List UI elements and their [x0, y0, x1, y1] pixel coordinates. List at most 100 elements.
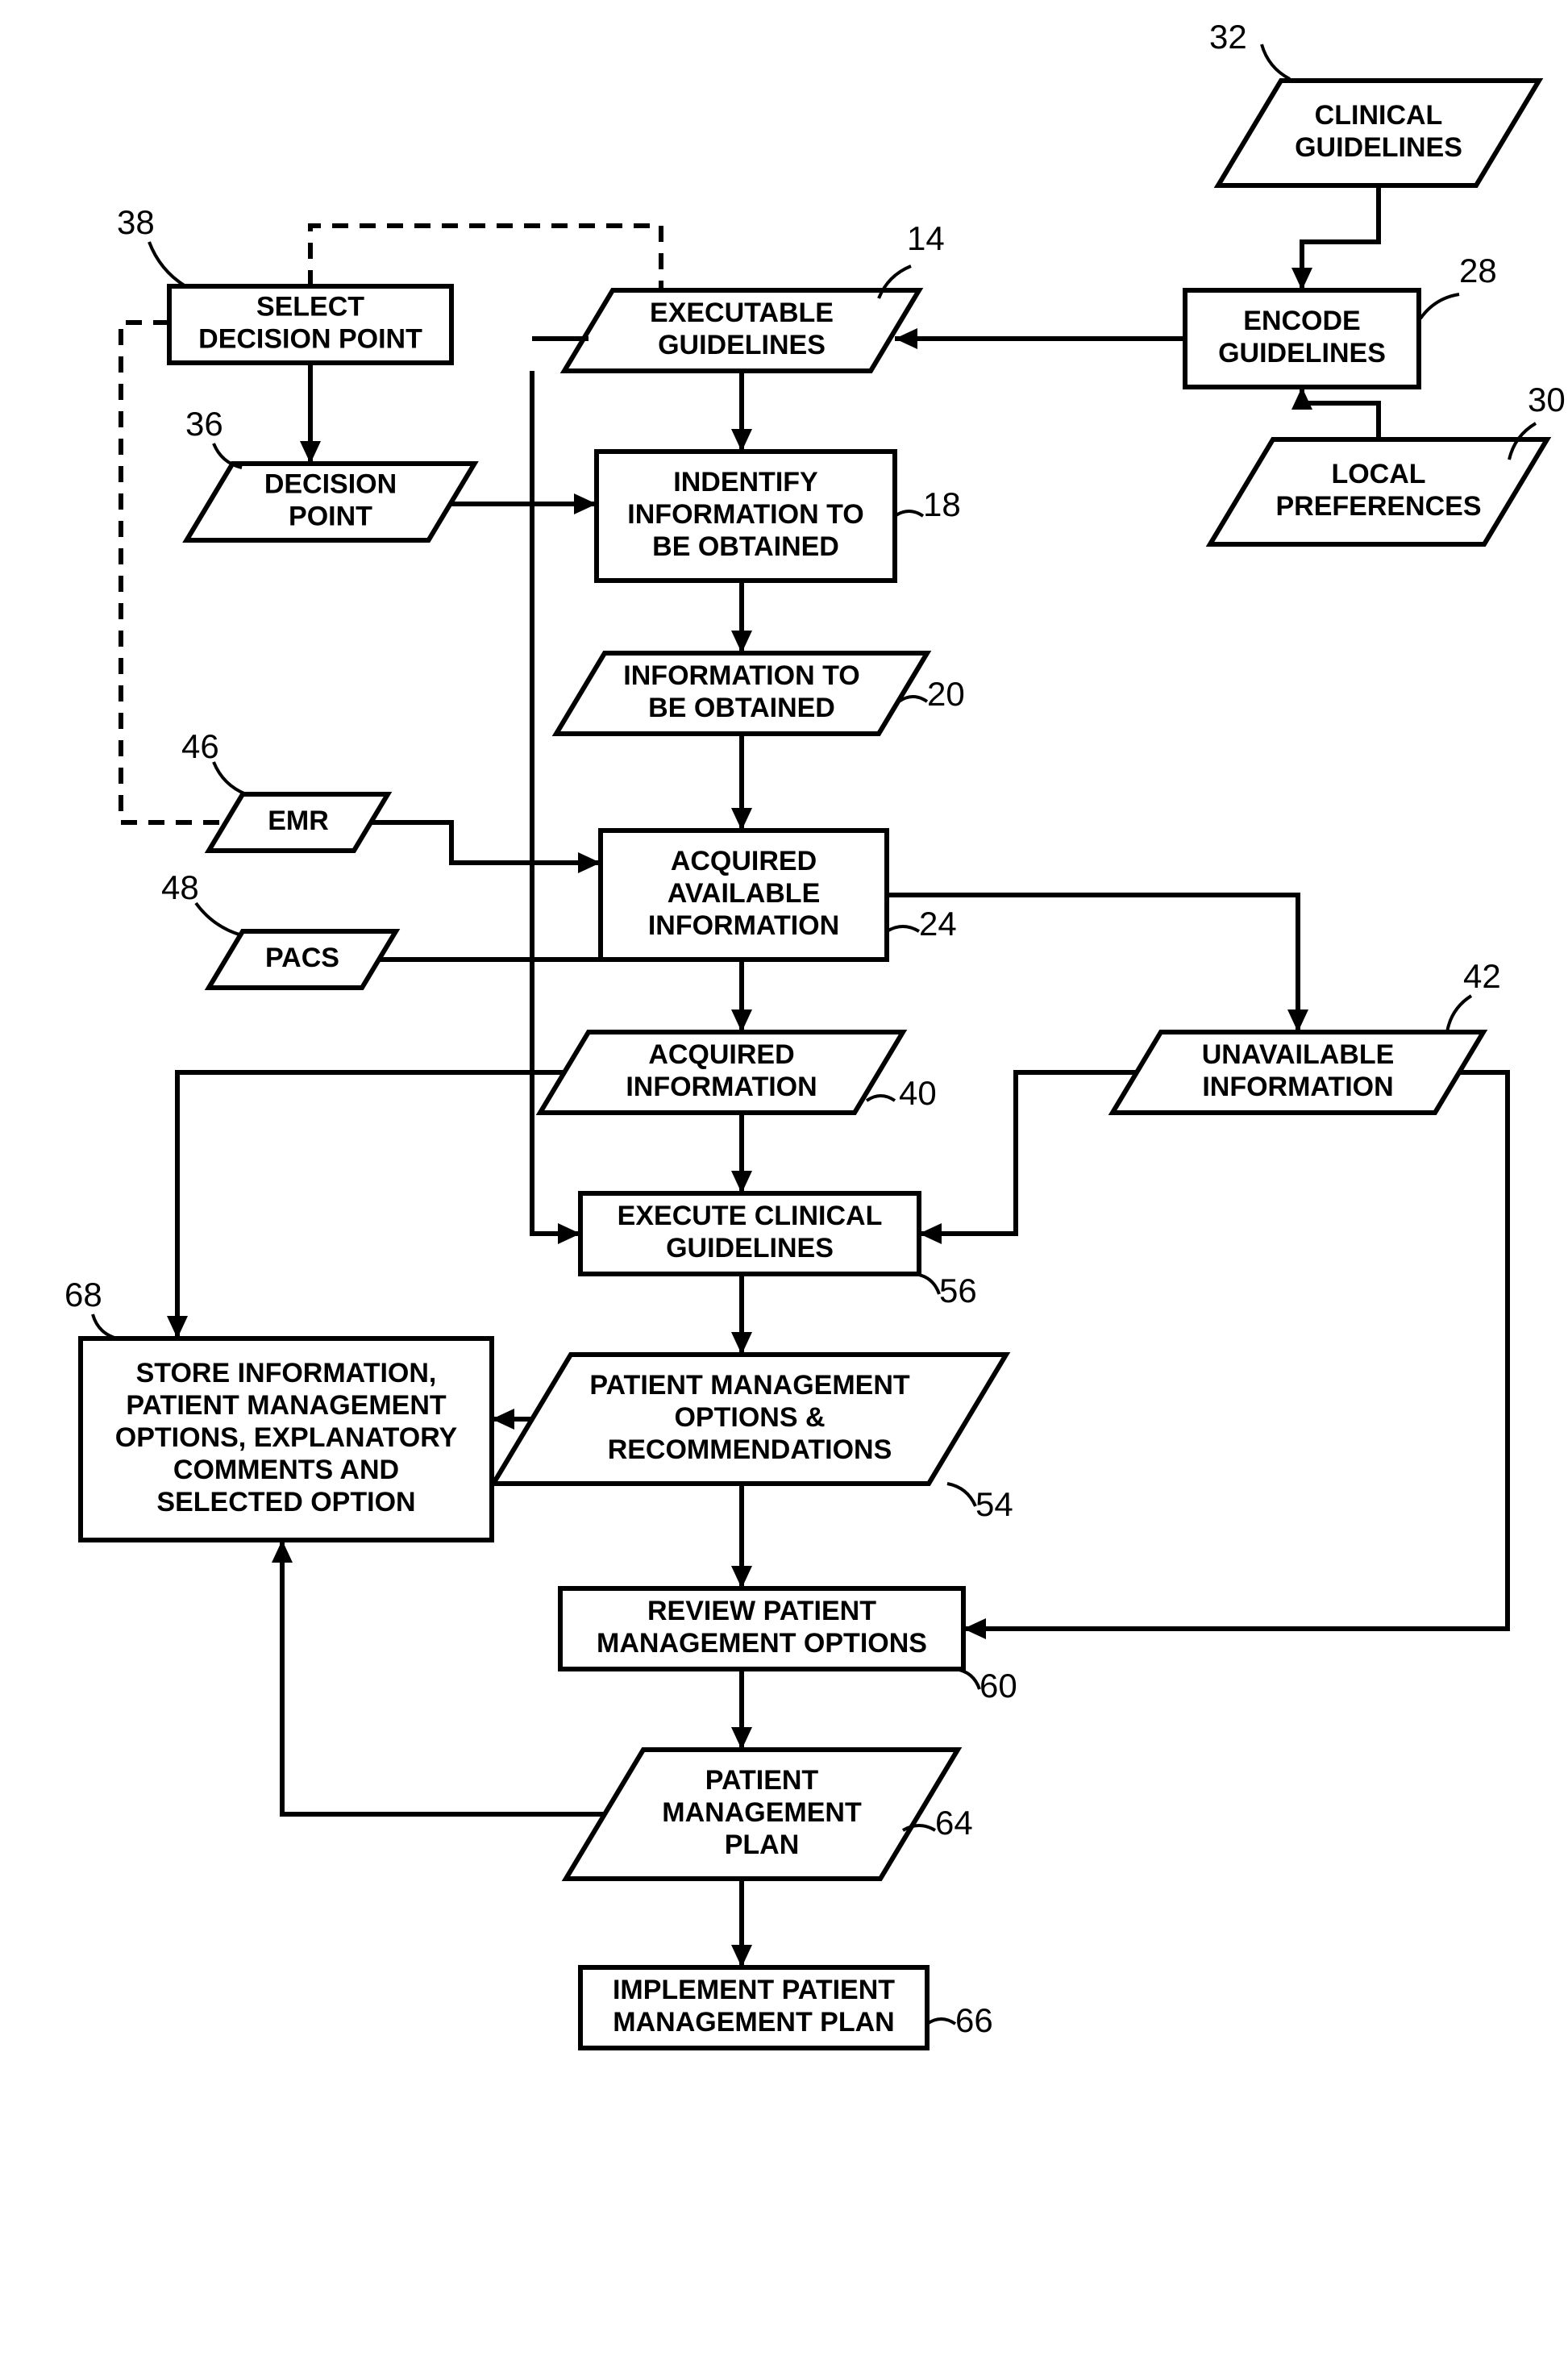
node-label: ACQUIRED	[671, 846, 817, 876]
arrowhead	[1287, 1009, 1308, 1032]
node-label: INFORMATION	[1202, 1072, 1393, 1102]
callout-number: 20	[927, 675, 965, 713]
node-n46: EMR	[209, 794, 388, 851]
arrowhead	[272, 1540, 293, 1563]
edge	[963, 1072, 1508, 1629]
node-n42: UNAVAILABLEINFORMATION	[1113, 1032, 1483, 1113]
node-label: MANAGEMENT	[662, 1797, 862, 1828]
callout-leader	[214, 762, 246, 794]
node-label: PATIENT MANAGEMENT	[126, 1390, 447, 1421]
arrowhead	[300, 441, 321, 464]
arrowhead	[731, 429, 752, 452]
node-label: COMMENTS AND	[173, 1455, 399, 1485]
callout-number: 64	[935, 1804, 973, 1842]
node-n64: PATIENTMANAGEMENTPLAN	[566, 1750, 958, 1879]
node-label: DECISION POINT	[198, 323, 422, 354]
arrowhead	[731, 1727, 752, 1750]
callout-number: 68	[64, 1276, 102, 1313]
node-label: GUIDELINES	[1218, 338, 1386, 368]
callout-leader	[1262, 44, 1290, 79]
node-label: EXECUTABLE	[650, 298, 834, 328]
node-label: PREFERENCES	[1275, 491, 1481, 522]
arrowhead	[895, 328, 917, 349]
callout-number: 66	[955, 2001, 993, 2039]
callout-leader	[895, 511, 923, 516]
callout-number: 54	[975, 1485, 1013, 1523]
callout-number: 48	[161, 868, 199, 906]
node-label: PATIENT MANAGEMENT	[589, 1370, 910, 1401]
node-n60: REVIEW PATIENTMANAGEMENT OPTIONS	[560, 1588, 963, 1669]
callout-number: 46	[181, 727, 219, 765]
callout-leader	[149, 242, 185, 286]
arrowhead	[731, 1945, 752, 1967]
callout-leader	[1447, 996, 1471, 1032]
callout-leader	[93, 1314, 117, 1338]
callout-number: 42	[1463, 957, 1501, 995]
node-n18: INDENTIFYINFORMATION TOBE OBTAINED	[597, 452, 895, 581]
arrowhead	[731, 808, 752, 830]
node-label: ACQUIRED	[648, 1039, 794, 1070]
arrowhead	[963, 1618, 986, 1639]
edge	[1302, 387, 1379, 439]
callout-number: 18	[923, 485, 961, 523]
node-label: BE OBTAINED	[648, 693, 835, 723]
callout-number: 56	[939, 1272, 977, 1309]
node-label: MANAGEMENT PLAN	[613, 2007, 894, 2038]
node-n24: ACQUIREDAVAILABLEINFORMATION	[601, 830, 887, 960]
node-n20: INFORMATION TOBE OBTAINED	[556, 653, 927, 734]
node-label: POINT	[289, 501, 372, 531]
callout-leader	[196, 903, 242, 935]
node-n38: SELECTDECISION POINT	[169, 286, 451, 363]
arrowhead	[919, 1223, 942, 1244]
callout-number: 32	[1209, 18, 1247, 56]
node-label: MANAGEMENT OPTIONS	[597, 1628, 927, 1659]
arrowhead	[731, 1332, 752, 1355]
callout-leader	[867, 1096, 895, 1101]
node-n56: EXECUTE CLINICALGUIDELINES	[580, 1193, 919, 1274]
node-label: BE OBTAINED	[652, 531, 839, 562]
callout-leader	[899, 697, 927, 701]
arrowhead	[578, 852, 601, 873]
callout-leader	[903, 1825, 935, 1830]
node-n32: CLINICALGUIDELINES	[1218, 81, 1539, 185]
callout-number: 36	[185, 405, 223, 443]
callout-leader	[887, 926, 919, 931]
node-label: OPTIONS, EXPLANATORY	[115, 1422, 458, 1453]
callout-number: 30	[1528, 381, 1566, 418]
callout-leader	[915, 1274, 939, 1294]
arrowhead	[731, 1566, 752, 1588]
callout-leader	[1420, 294, 1459, 318]
node-label: STORE INFORMATION,	[136, 1358, 437, 1388]
node-n28: ENCODEGUIDELINES	[1185, 290, 1419, 387]
node-label: INFORMATION TO	[623, 660, 859, 691]
callout-number: 40	[899, 1074, 937, 1112]
node-label: CLINICAL	[1315, 100, 1443, 131]
callout-leader	[927, 2019, 955, 2024]
node-label: PLAN	[725, 1830, 800, 1860]
callout-number: 24	[919, 905, 957, 943]
node-label: INDENTIFY	[673, 467, 818, 497]
node-label: PATIENT	[705, 1765, 819, 1796]
flowchart-canvas: CLINICALGUIDELINESENCODEGUIDELINESLOCALP…	[0, 0, 1568, 2377]
node-label: UNAVAILABLE	[1202, 1039, 1395, 1070]
edge	[919, 1072, 1137, 1234]
node-label: GUIDELINES	[666, 1233, 834, 1263]
node-n54: PATIENT MANAGEMENTOPTIONS &RECOMMENDATIO…	[493, 1355, 1006, 1484]
arrowhead	[167, 1316, 188, 1338]
edge	[177, 1072, 564, 1338]
node-label: GUIDELINES	[658, 330, 826, 360]
node-label: EMR	[268, 806, 329, 836]
node-label: INFORMATION	[648, 910, 839, 941]
node-label: RECOMMENDATIONS	[608, 1434, 892, 1465]
edge	[1302, 185, 1379, 290]
edge	[310, 226, 661, 290]
arrowhead	[731, 631, 752, 653]
edge	[282, 1540, 605, 1814]
node-label: LOCAL	[1331, 459, 1425, 489]
arrowhead	[558, 1223, 580, 1244]
callout-leader	[947, 1484, 975, 1506]
arrowhead	[1291, 268, 1312, 290]
arrowhead	[731, 1009, 752, 1032]
node-n14: EXECUTABLEGUIDELINES	[564, 290, 919, 371]
node-label: EXECUTE CLINICAL	[618, 1201, 883, 1231]
